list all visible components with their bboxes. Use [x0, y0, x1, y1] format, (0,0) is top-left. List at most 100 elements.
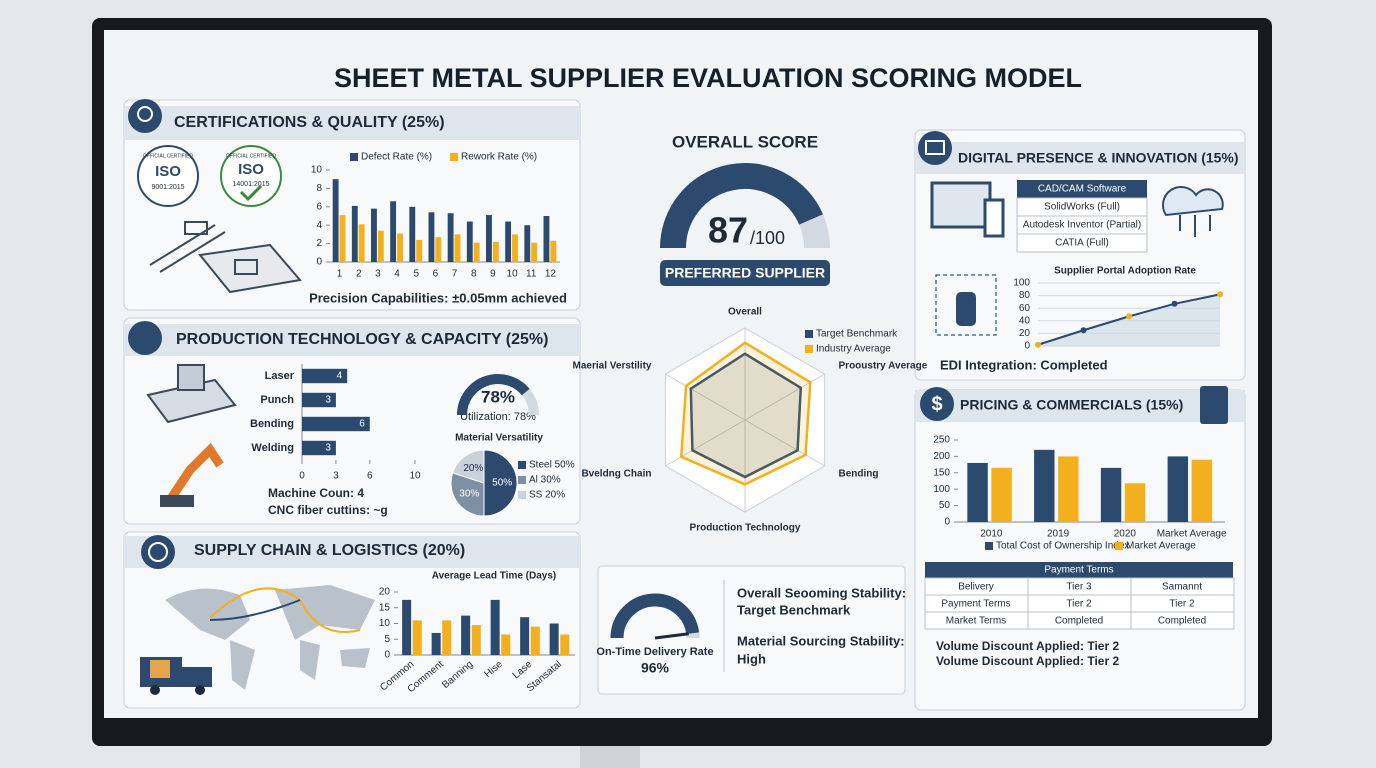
x-tick-label: 6 [367, 471, 373, 482]
y-tick-label: 0 [944, 517, 950, 528]
bar [512, 234, 518, 262]
x-tick-label: 12 [545, 269, 557, 280]
y-tick-label: 20 [1019, 328, 1031, 339]
bar [377, 230, 384, 262]
x-tick-label: 4 [394, 269, 400, 280]
table-text: Samannt [1162, 582, 1202, 593]
x-tick-label: 6 [433, 269, 439, 280]
truck-icon [140, 657, 212, 695]
category-label: Punch [260, 394, 294, 406]
line-point [1217, 291, 1223, 298]
table-text: CATIA (Full) [1055, 238, 1109, 249]
y-tick-label: 6 [316, 201, 322, 212]
bar [520, 617, 530, 655]
bullet: Machine Coun: 4 [268, 486, 364, 500]
badge-top: OFFICIAL CERTIFIED [226, 153, 276, 159]
bar [397, 233, 403, 262]
bullet: Volume Discount Applied: Tier 2 [936, 639, 1119, 653]
badge-code: 9001:2015 [151, 184, 184, 191]
bar [473, 242, 480, 262]
radar-series [689, 352, 803, 479]
table-header [925, 562, 1233, 578]
y-tick-label: 200 [933, 451, 950, 462]
table-text: SolidWorks (Full) [1044, 202, 1120, 213]
legend-swatch [1115, 542, 1123, 550]
table-text: Tier 3 [1066, 582, 1092, 593]
bar [490, 599, 500, 655]
bar [461, 615, 471, 655]
y-tick-label: 4 [316, 220, 322, 231]
bar [1100, 467, 1122, 522]
bar [332, 179, 339, 262]
bar [339, 215, 346, 262]
y-tick-label: 60 [1019, 303, 1031, 314]
y-tick-label: 10 [311, 165, 323, 176]
x-tick-label: 11 [526, 269, 537, 280]
slice-label: 20% [463, 463, 483, 474]
caption: Precision Capabilities: ±0.05mm achieved [309, 290, 567, 305]
table-text: Belivery [958, 582, 994, 593]
panel-title: CERTIFICATIONS & QUALITY (25%) [174, 114, 445, 131]
bar [550, 240, 557, 262]
bullet: CNC fiber cuttins: ~g [268, 503, 388, 517]
x-tick-label: 8 [471, 269, 477, 280]
score-title: OVERALL SCORE [672, 132, 818, 151]
bar [967, 462, 988, 522]
table-text: Tier 2 [1066, 599, 1092, 610]
x-tick-label: 2010 [980, 529, 1003, 540]
line-point [1126, 313, 1132, 320]
bar [428, 212, 435, 262]
bar [1124, 483, 1146, 522]
legend-label: Defect Rate (%) [361, 152, 432, 163]
y-tick-label: 0 [316, 257, 322, 268]
chart-title: Material Versatility [455, 433, 543, 444]
legend-swatch [518, 476, 526, 484]
edi-status: EDI Integration: Completed [940, 357, 1108, 372]
bar [442, 620, 452, 655]
table-text: Completed [1055, 616, 1103, 627]
y-tick-label: 250 [933, 435, 950, 446]
gauge-value [610, 593, 700, 639]
badge-mark: ISO [238, 161, 264, 178]
bar [416, 239, 423, 262]
bar [505, 221, 512, 262]
calculator-icon [1200, 386, 1228, 424]
panel-title: DIGITAL PRESENCE & INNOVATION (15%) [958, 150, 1239, 166]
value-label: 6 [359, 419, 365, 430]
radar-spoke [665, 419, 746, 467]
bar [1167, 456, 1189, 522]
y-tick-label: 2 [316, 238, 322, 249]
icon-symbol: $ [931, 393, 942, 415]
table-header [1017, 180, 1147, 198]
bar [466, 221, 473, 262]
bar [302, 392, 336, 408]
legend-label: Market Average [1126, 541, 1196, 552]
legend-swatch [518, 491, 526, 499]
utilization-label: Utilization: 78% [460, 411, 536, 423]
y-tick-label: 10 [379, 618, 391, 629]
icon [918, 131, 952, 165]
x-tick-label: 1 [337, 269, 343, 280]
gauge-value [660, 163, 824, 249]
table-text: Payment Terms [941, 599, 1010, 610]
caliper-illustration [149, 221, 302, 294]
legend-label: Al 30% [529, 475, 561, 486]
pie-slice [450, 472, 485, 517]
bar [524, 225, 531, 262]
table-text: Autodesk Inventor (Partial) [1023, 220, 1141, 231]
bar [549, 623, 559, 655]
terms-rows: Belivery Tier 3 Samannt Payment Terms Tier 2… [924, 577, 1235, 630]
radar-axis-label: Overall [728, 307, 762, 318]
bar [447, 213, 454, 262]
radar-axis-label: Bending [839, 469, 879, 480]
world-map [165, 585, 375, 690]
value-label: 3 [325, 443, 331, 454]
gauge-value [457, 374, 530, 416]
panel-title: SUPPLY CHAIN & LOGISTICS (20%) [194, 542, 465, 559]
badge-code: 14001:2015 [233, 181, 270, 188]
devices-icon [930, 181, 1224, 336]
radar-axis-label: Prooustry Average [839, 361, 928, 372]
bar [302, 416, 370, 432]
